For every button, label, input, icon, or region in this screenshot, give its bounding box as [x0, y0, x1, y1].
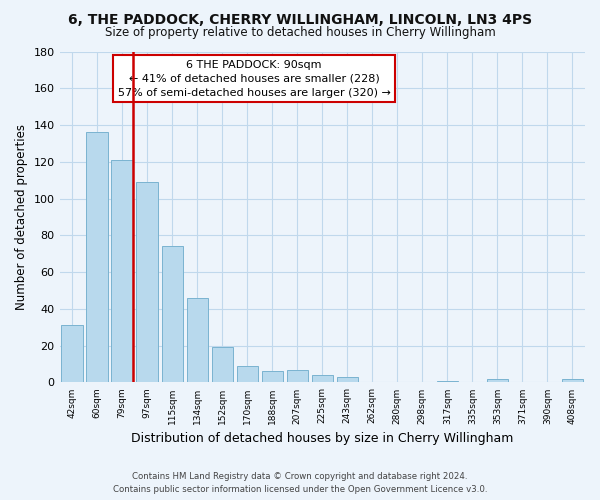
- Text: Size of property relative to detached houses in Cherry Willingham: Size of property relative to detached ho…: [104, 26, 496, 39]
- Bar: [236, 366, 258, 382]
- Bar: [337, 377, 358, 382]
- Bar: [136, 182, 158, 382]
- Text: 6, THE PADDOCK, CHERRY WILLINGHAM, LINCOLN, LN3 4PS: 6, THE PADDOCK, CHERRY WILLINGHAM, LINCO…: [68, 12, 532, 26]
- Bar: [262, 372, 283, 382]
- Bar: [487, 379, 508, 382]
- Text: Contains HM Land Registry data © Crown copyright and database right 2024.
Contai: Contains HM Land Registry data © Crown c…: [113, 472, 487, 494]
- Bar: [187, 298, 208, 382]
- Bar: [86, 132, 108, 382]
- Bar: [437, 380, 458, 382]
- Bar: [212, 348, 233, 382]
- Y-axis label: Number of detached properties: Number of detached properties: [15, 124, 28, 310]
- X-axis label: Distribution of detached houses by size in Cherry Willingham: Distribution of detached houses by size …: [131, 432, 514, 445]
- Text: 6 THE PADDOCK: 90sqm
← 41% of detached houses are smaller (228)
57% of semi-deta: 6 THE PADDOCK: 90sqm ← 41% of detached h…: [118, 60, 391, 98]
- Bar: [112, 160, 133, 382]
- Bar: [311, 375, 333, 382]
- Bar: [562, 379, 583, 382]
- Bar: [161, 246, 183, 382]
- Bar: [287, 370, 308, 382]
- Bar: [61, 326, 83, 382]
